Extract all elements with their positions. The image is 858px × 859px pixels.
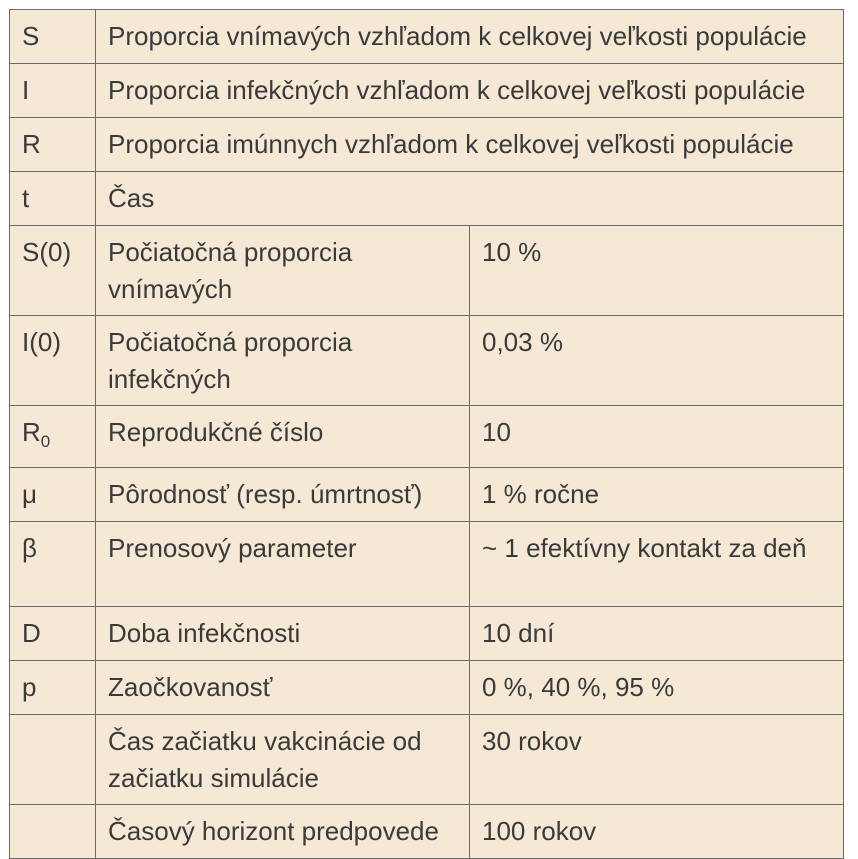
value-cell: 10 % [469,225,844,316]
symbol-cell: S(0) [9,225,96,316]
symbol-cell: t [9,171,96,226]
description-cell: Proporcia vnímavých vzhľadom k celkovej … [95,9,844,64]
value-cell: 0 %, 40 %, 95 % [469,660,844,715]
value-cell: 1 % ročne [469,467,844,522]
value-cell: ~ 1 efektívny kontakt za deň [469,521,844,607]
symbol-cell: R0 [9,405,96,468]
value-cell: 10 [469,405,844,468]
symbol-cell: D [9,606,96,661]
value-cell: 30 rokov [469,714,844,805]
symbol-cell: I(0) [9,315,96,406]
table-row: I(0) Počiatočná proporcia infekčných 0,0… [9,315,844,406]
table-row: S(0) Počiatočná proporcia vnímavých 10 % [9,225,844,316]
description-cell: Proporcia imúnnych vzhľadom k celkovej v… [95,117,844,172]
description-cell: Prenosový parameter [95,521,470,607]
description-cell: Počiatočná proporcia vnímavých [95,225,470,316]
value-cell: 10 dní [469,606,844,661]
table-row: p Zaočkovanosť 0 %, 40 %, 95 % [9,660,844,715]
description-cell: Pôrodnosť (resp. úmrtnosť) [95,467,470,522]
symbol-cell: S [9,9,96,64]
symbol-cell: μ [9,467,96,522]
table-row: R0 Reprodukčné číslo 10 [9,405,844,468]
symbol-subscript: 0 [40,432,51,451]
symbol-cell [9,714,96,805]
value-cell: 0,03 % [469,315,844,406]
description-cell: Proporcia infekčných vzhľadom k celkovej… [95,63,844,118]
parameter-table: S Proporcia vnímavých vzhľadom k celkove… [9,9,844,859]
symbol-main: R [22,417,41,447]
table-row: μ Pôrodnosť (resp. úmrtnosť) 1 % ročne [9,467,844,522]
description-cell: Reprodukčné číslo [95,405,470,468]
table-row: β Prenosový parameter ~ 1 efektívny kont… [9,521,844,607]
description-cell: Časový horizont predpovede [95,804,470,859]
table-row: Čas začiatku vakcinácie od začiatku simu… [9,714,844,805]
table-row: I Proporcia infekčných vzhľadom k celkov… [9,63,844,118]
symbol-cell [9,804,96,859]
table-row: D Doba infekčnosti 10 dní [9,606,844,661]
table-row: Časový horizont predpovede 100 rokov [9,804,844,859]
symbol-cell: R [9,117,96,172]
table-row: R Proporcia imúnnych vzhľadom k celkovej… [9,117,844,172]
description-cell: Počiatočná proporcia infekčných [95,315,470,406]
symbol-cell: p [9,660,96,715]
table-row: t Čas [9,171,844,226]
description-cell: Čas [95,171,844,226]
description-cell: Zaočkovanosť [95,660,470,715]
symbol-cell: I [9,63,96,118]
value-cell: 100 rokov [469,804,844,859]
description-cell: Čas začiatku vakcinácie od začiatku simu… [95,714,470,805]
description-cell: Doba infekčnosti [95,606,470,661]
symbol-cell: β [9,521,96,607]
table-row: S Proporcia vnímavých vzhľadom k celkove… [9,9,844,64]
